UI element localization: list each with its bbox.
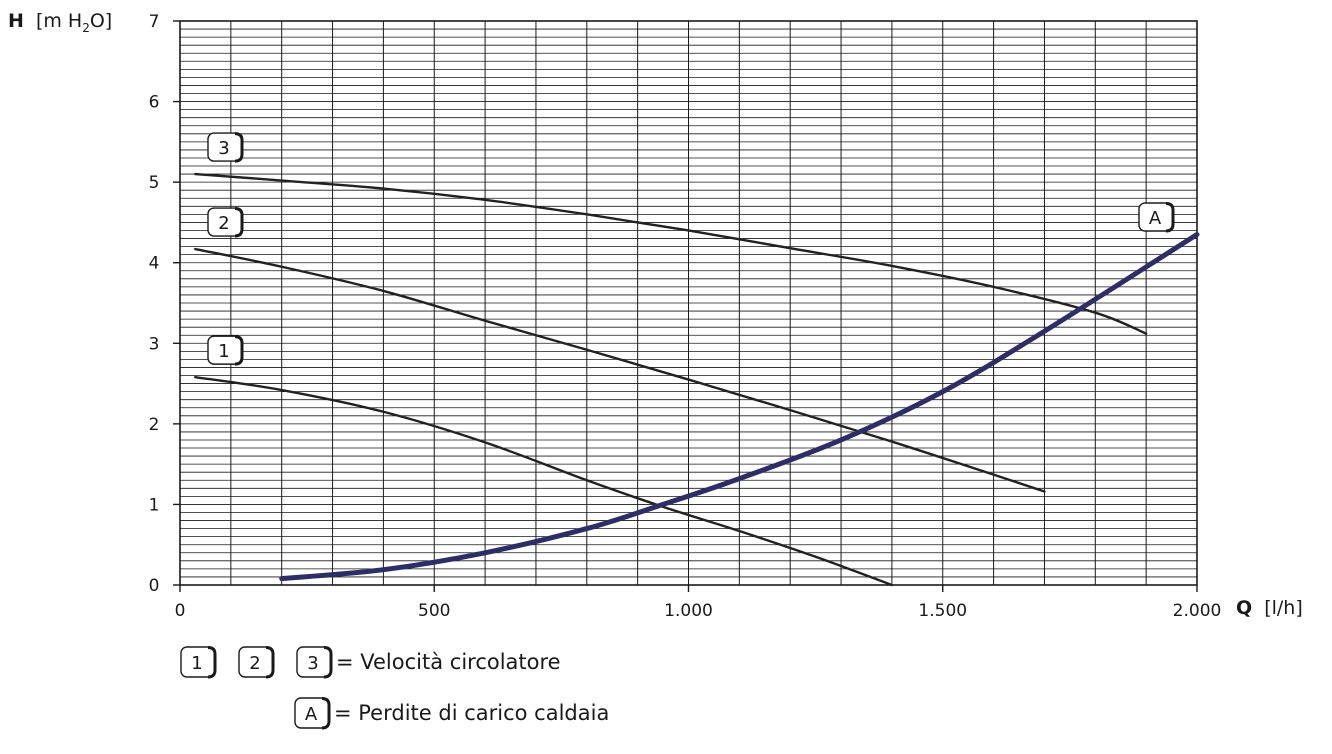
- badge-bracket: [234, 132, 244, 163]
- x-tick-label: 2.000: [1173, 601, 1222, 621]
- legend-text: = Perdite di carico caldaia: [334, 701, 609, 725]
- badge-label: 2: [249, 653, 260, 674]
- series-line-a: [279, 232, 1200, 582]
- badge-label: 3: [218, 138, 229, 159]
- badge-bracket: [207, 646, 217, 679]
- legend-text: = Velocità circolatore: [336, 650, 561, 674]
- y-tick-label: 0: [149, 576, 160, 596]
- series-badge-a: A: [1138, 202, 1175, 233]
- y-axis-title-symbol: H: [8, 10, 24, 32]
- series-badges: 1 2 3 A: [207, 132, 1175, 366]
- y-axis-title: H [m H2O]: [8, 10, 112, 35]
- badge-label: A: [305, 704, 318, 725]
- series-badge-2: 2: [207, 207, 244, 238]
- badge-label: 1: [218, 341, 229, 362]
- series-line-1: [194, 375, 894, 587]
- series-badge-legend-2: 2: [238, 646, 275, 679]
- y-tick-label: 2: [149, 415, 160, 435]
- x-tick-label: 1.000: [664, 601, 713, 621]
- badge-bracket: [321, 697, 331, 730]
- badge-label: 1: [191, 653, 202, 674]
- badge-label: 2: [218, 213, 229, 234]
- y-tick-label: 7: [149, 12, 160, 32]
- y-tick-label: 5: [149, 173, 160, 193]
- series-badge-legend-a: A: [294, 697, 331, 730]
- y-tick-label: 1: [149, 495, 160, 515]
- x-tick-label: 1.500: [918, 601, 967, 621]
- badge-bracket: [323, 646, 333, 679]
- x-axis-ticks: 0 500 1.000 1.500 2.000: [175, 585, 1222, 621]
- y-axis-ticks: 0 1 2 3 4 5 6 7: [149, 12, 180, 596]
- badge-bracket: [1165, 202, 1175, 233]
- x-axis-title-symbol: Q: [1236, 597, 1252, 619]
- chart-grid: [180, 21, 1197, 585]
- badge-bracket: [265, 646, 275, 679]
- badge-bracket: [234, 207, 244, 238]
- x-tick-label: 500: [418, 601, 450, 621]
- x-axis-title: Q [l/h]: [1236, 597, 1303, 619]
- y-axis-title-unit-sub: 2: [82, 21, 90, 35]
- x-tick-label: 0: [175, 601, 186, 621]
- series-line-2: [194, 247, 1046, 493]
- y-axis-title-unit-pre: [m H: [36, 10, 82, 32]
- series-badge-legend-3: 3: [296, 646, 333, 679]
- badge-label: 3: [307, 653, 318, 674]
- x-axis-title-unit: [l/h]: [1264, 597, 1303, 619]
- series-badge-legend-1: 1: [180, 646, 217, 679]
- badge-label: A: [1149, 208, 1162, 229]
- y-axis-title-unit-post: O]: [90, 10, 112, 32]
- series-badge-1: 1: [207, 335, 244, 366]
- legend: 1 2 3 = Velocità circolatore A = Perdite di c…: [180, 646, 609, 730]
- y-tick-label: 6: [149, 93, 160, 113]
- y-tick-label: 4: [149, 254, 160, 274]
- chart-series: [194, 172, 1200, 587]
- badge-bracket: [234, 335, 244, 366]
- y-tick-label: 3: [149, 334, 160, 354]
- series-badge-3: 3: [207, 132, 244, 163]
- series-line-3: [194, 172, 1148, 335]
